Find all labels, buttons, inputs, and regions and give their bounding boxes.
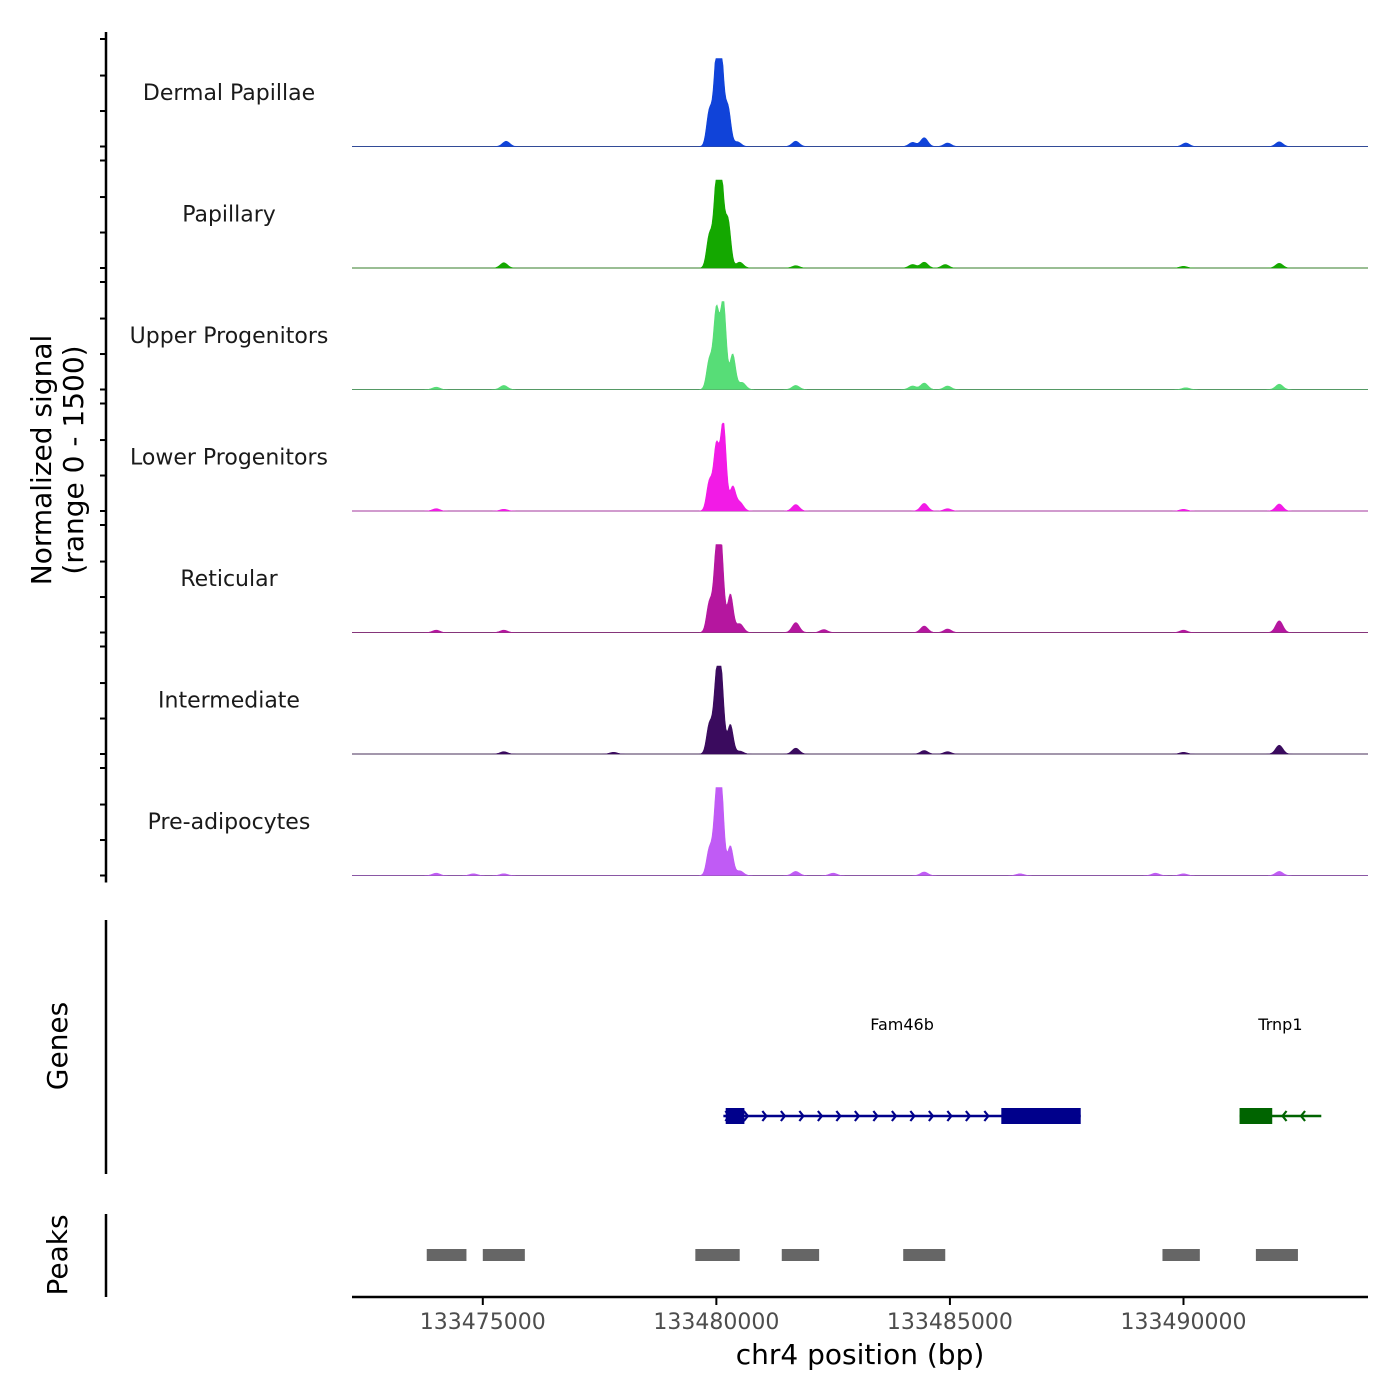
track-pre-adipocytes: Pre-adipocytes (148, 787, 1368, 876)
genes-track: Fam46b Trnp1 (104, 920, 1322, 1174)
strand-arrow (928, 1110, 935, 1122)
strand-arrow (835, 1110, 842, 1122)
track-upper-progenitors: Upper Progenitors (130, 301, 1368, 390)
track-label: Pre-adipocytes (148, 810, 311, 835)
signal-area (352, 787, 1368, 876)
gene-label: Trnp1 (1257, 1015, 1302, 1034)
track-label: Upper Progenitors (130, 324, 329, 349)
track-label: Papillary (182, 203, 276, 228)
y-axis-title-line1: Normalized signal (25, 335, 58, 586)
track-intermediate: Intermediate (158, 665, 1368, 755)
genes-track-title: Genes (41, 1002, 74, 1090)
track-label: Intermediate (158, 689, 300, 714)
signal-area (352, 179, 1368, 269)
gene-exon (1001, 1108, 1081, 1124)
x-axis: 133475000 133480000 133485000 133490000 (352, 1295, 1368, 1335)
track-papillary: Papillary (182, 179, 1368, 269)
peak-region (781, 1249, 820, 1261)
strand-arrow (798, 1110, 805, 1122)
strand-arrow (780, 1110, 787, 1122)
strand-arrow (983, 1110, 990, 1122)
strand-arrow (946, 1110, 953, 1122)
peak-region (1162, 1249, 1200, 1261)
strand-arrow (872, 1110, 879, 1122)
strand-arrow (891, 1110, 898, 1122)
track-reticular: Reticular (180, 544, 1368, 633)
track-lower-progenitors: Lower Progenitors (130, 422, 1368, 512)
peak-region (695, 1249, 740, 1261)
strand-arrow (965, 1110, 972, 1122)
x-tick-label: 133485000 (887, 1310, 1013, 1335)
track-label: Reticular (180, 567, 278, 592)
signal-area (352, 58, 1368, 147)
gene-fam46b: Fam46b (723, 1015, 1081, 1124)
signal-area (352, 301, 1368, 390)
track-dermal-papillae: Dermal Papillae (143, 58, 1368, 147)
track-label: Dermal Papillae (143, 81, 315, 106)
x-axis-title: chr4 position (bp) (736, 1338, 985, 1371)
gene-exon (725, 1108, 745, 1124)
peak-region (1255, 1249, 1298, 1261)
track-label: Lower Progenitors (130, 446, 328, 471)
peak-region (482, 1249, 525, 1261)
peaks-track-title: Peaks (41, 1214, 74, 1295)
signal-area (352, 665, 1368, 755)
y-axis-title-line2: (range 0 - 1500) (57, 345, 90, 574)
strand-arrow (909, 1110, 916, 1122)
strand-arrow (1299, 1110, 1306, 1122)
strand-arrow (817, 1110, 824, 1122)
strand-arrow (854, 1110, 861, 1122)
strand-arrow (1281, 1110, 1288, 1122)
strand-arrow (743, 1110, 750, 1122)
gene-exon (1239, 1108, 1273, 1124)
coverage-tracks: Dermal Papillae Papillary Upper Progenitor… (130, 58, 1368, 876)
signal-area (352, 544, 1368, 633)
strand-arrow (761, 1110, 768, 1122)
peaks-track (104, 1214, 1298, 1297)
x-tick-label: 133475000 (420, 1310, 546, 1335)
x-tick-label: 133490000 (1120, 1310, 1246, 1335)
peak-region (426, 1249, 467, 1261)
gene-label: Fam46b (870, 1015, 934, 1034)
peak-region (903, 1249, 946, 1261)
signal-area (352, 422, 1368, 512)
track-axes (100, 32, 108, 883)
x-tick-label: 133480000 (653, 1310, 779, 1335)
gene-trnp1: Trnp1 (1239, 1015, 1322, 1124)
